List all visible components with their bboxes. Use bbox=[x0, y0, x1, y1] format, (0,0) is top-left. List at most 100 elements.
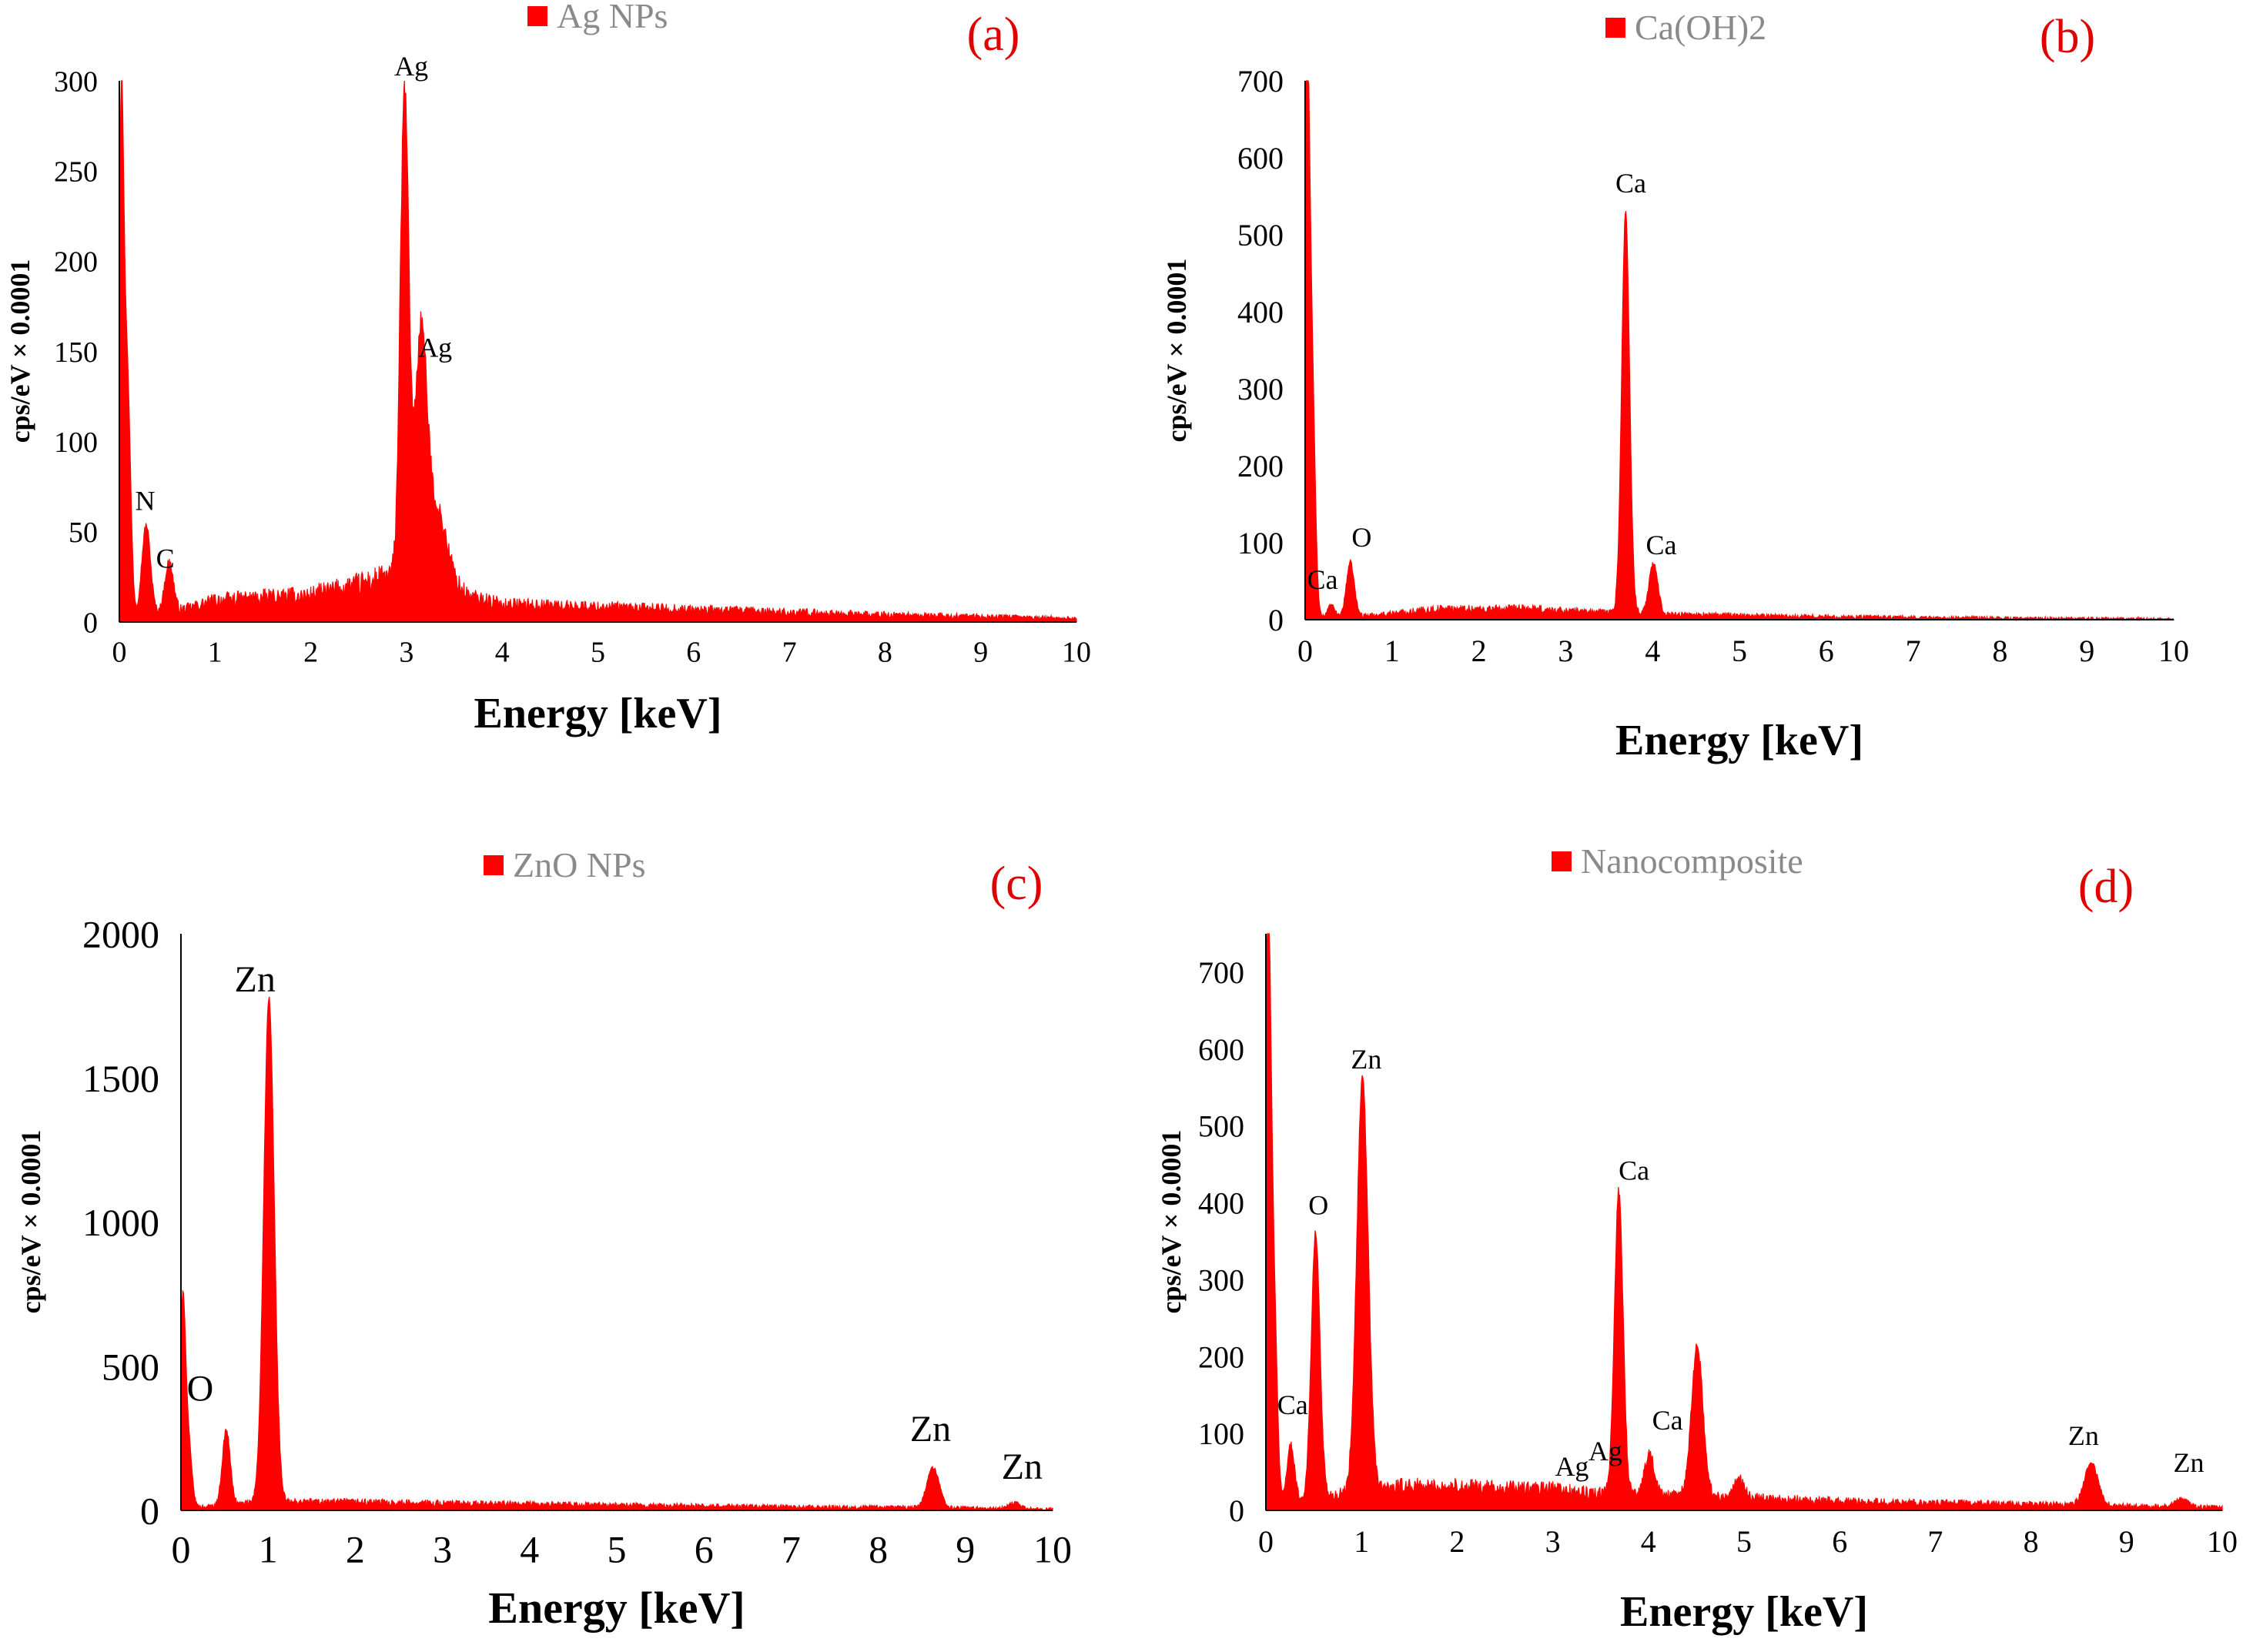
legend-label: Ag NPs bbox=[557, 0, 668, 35]
x-tick-label: 7 bbox=[782, 1528, 801, 1571]
peak-annotation: Ca bbox=[1277, 1389, 1308, 1420]
x-tick-label: 3 bbox=[1545, 1524, 1561, 1559]
x-tick-label: 5 bbox=[1736, 1524, 1752, 1559]
peak-annotation: Ca bbox=[1652, 1405, 1683, 1436]
x-tick-label: 7 bbox=[1927, 1524, 1943, 1559]
y-tick-label: 200 bbox=[54, 246, 98, 279]
panel-b-chart: 0 1 2 3 4 5 6 7 8 9 100100200300400500600700Energy… bbox=[1161, 8, 2189, 764]
y-tick-label: 500 bbox=[1237, 218, 1284, 252]
peak-annotation: C bbox=[156, 543, 175, 574]
y-tick-label: 150 bbox=[54, 336, 98, 369]
x-tick-label: 4 bbox=[495, 636, 510, 668]
x-tick-label: 2 bbox=[346, 1528, 365, 1571]
x-tick-label: 5 bbox=[591, 636, 605, 668]
x-tick-label: 0 bbox=[172, 1528, 191, 1571]
spectrum-area bbox=[119, 80, 1077, 623]
y-tick-label: 100 bbox=[1237, 526, 1284, 560]
x-tick-label: 8 bbox=[869, 1528, 888, 1571]
x-tick-label: 1 bbox=[1384, 634, 1400, 668]
x-tick-label: 4 bbox=[520, 1528, 539, 1571]
legend-swatch bbox=[484, 855, 504, 875]
y-tick-label: 500 bbox=[1198, 1109, 1244, 1144]
peak-annotation: O bbox=[1308, 1190, 1328, 1221]
peak-annotation: Zn bbox=[2174, 1447, 2205, 1478]
x-tick-label: 8 bbox=[878, 636, 892, 668]
y-tick-label: 300 bbox=[54, 65, 98, 98]
y-axis-title: cps/eV × 0.0001 bbox=[5, 259, 35, 443]
y-tick-label: 700 bbox=[1237, 64, 1284, 99]
x-tick-label: 9 bbox=[956, 1528, 975, 1571]
x-tick-label: 4 bbox=[1641, 1524, 1656, 1559]
y-tick-label: 50 bbox=[69, 517, 98, 549]
y-tick-label: 600 bbox=[1198, 1032, 1244, 1067]
x-tick-label: 5 bbox=[608, 1528, 627, 1571]
y-axis-title: cps/eV × 0.0001 bbox=[1161, 259, 1192, 443]
y-tick-label: 0 bbox=[83, 607, 98, 639]
x-tick-label: 1 bbox=[1354, 1524, 1369, 1559]
y-tick-label: 1500 bbox=[82, 1057, 159, 1100]
x-tick-label: 10 bbox=[2158, 634, 2189, 668]
peak-annotation: Ca bbox=[1645, 530, 1676, 560]
y-tick-label: 600 bbox=[1237, 141, 1284, 176]
y-tick-label: 0 bbox=[140, 1490, 159, 1533]
peak-annotation: Ca bbox=[1619, 1155, 1649, 1186]
x-tick-label: 2 bbox=[1449, 1524, 1465, 1559]
y-tick-label: 250 bbox=[54, 156, 98, 188]
y-tick-label: 200 bbox=[1198, 1339, 1244, 1374]
y-tick-label: 100 bbox=[54, 426, 98, 459]
panel-c-chart: 0 1 2 3 4 5 6 7 8 9 10 0 500 1000 1500 2000 Energy [keV]… bbox=[15, 845, 1072, 1633]
x-axis-title: Energy [keV] bbox=[488, 1583, 745, 1633]
spectrum-area bbox=[1304, 80, 2175, 622]
y-tick-label: 100 bbox=[1198, 1416, 1244, 1451]
y-tick-label: 700 bbox=[1198, 955, 1244, 990]
y-tick-label: 200 bbox=[1237, 449, 1284, 483]
x-tick-label: 10 bbox=[2207, 1524, 2238, 1559]
y-tick-label: 1000 bbox=[82, 1201, 159, 1244]
peak-annotation: Ca bbox=[1615, 168, 1646, 199]
x-tick-label: 6 bbox=[1819, 634, 1834, 668]
x-tick-label: 8 bbox=[1992, 634, 2007, 668]
spectrum-area bbox=[1265, 933, 2223, 1511]
legend-label: Nanocomposite bbox=[1581, 841, 1803, 881]
x-axis-title: Energy [keV] bbox=[1615, 717, 1863, 764]
y-tick-label: 0 bbox=[1268, 603, 1284, 637]
x-tick-label: 10 bbox=[1062, 636, 1091, 668]
x-tick-label: 8 bbox=[2024, 1524, 2039, 1559]
y-axis-title: cps/eV × 0.0001 bbox=[1156, 1130, 1187, 1314]
y-tick-label: 0 bbox=[1229, 1493, 1244, 1528]
y-tick-label: 300 bbox=[1198, 1262, 1244, 1297]
x-tick-label: 9 bbox=[2119, 1524, 2134, 1559]
x-tick-label: 2 bbox=[1471, 634, 1487, 668]
y-tick-label: 2000 bbox=[82, 913, 159, 956]
peak-annotation: O bbox=[187, 1369, 214, 1410]
x-tick-label: 4 bbox=[1645, 634, 1660, 668]
panel-d-chart: 0 1 2 3 4 5 6 7 8 9 100100200300400500600700Energy… bbox=[1156, 841, 2238, 1636]
x-tick-label: 9 bbox=[2079, 634, 2094, 668]
peak-annotation: Zn bbox=[235, 959, 276, 1000]
panel-label: (c) bbox=[990, 858, 1043, 910]
x-tick-label: 9 bbox=[973, 636, 988, 668]
x-tick-label: 3 bbox=[433, 1528, 452, 1571]
peak-annotation: Ca bbox=[1307, 564, 1338, 595]
peak-annotation: Zn bbox=[2068, 1420, 2099, 1451]
peak-annotation: N bbox=[136, 486, 156, 517]
peak-annotation: Ag bbox=[1555, 1451, 1589, 1482]
x-axis-title: Energy [keV] bbox=[474, 690, 722, 737]
peak-annotation: Ag bbox=[418, 333, 452, 363]
panel-label: (d) bbox=[2078, 861, 2134, 913]
x-tick-label: 1 bbox=[208, 636, 223, 668]
y-tick-label: 300 bbox=[1237, 372, 1284, 406]
peak-annotation: Ag bbox=[1589, 1436, 1622, 1466]
x-tick-label: 2 bbox=[303, 636, 318, 668]
legend-swatch bbox=[1552, 851, 1572, 871]
y-tick-label: 400 bbox=[1237, 295, 1284, 329]
spectrum-area bbox=[180, 996, 1053, 1512]
panel-label: (b) bbox=[2040, 11, 2095, 63]
x-tick-label: 6 bbox=[695, 1528, 714, 1571]
x-tick-label: 0 bbox=[112, 636, 127, 668]
peak-annotation: Zn bbox=[1002, 1446, 1043, 1487]
y-tick-label: 400 bbox=[1198, 1186, 1244, 1221]
legend-label: Ca(OH)2 bbox=[1635, 8, 1766, 47]
